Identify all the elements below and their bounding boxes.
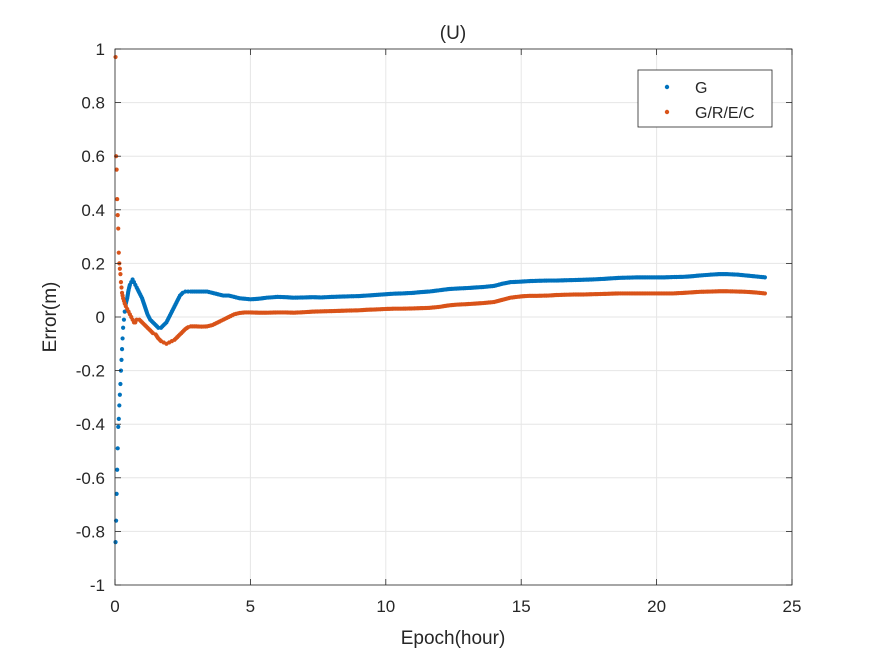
- y-tick-label: 1: [96, 40, 105, 59]
- data-point: [115, 213, 120, 218]
- data-point: [116, 226, 121, 231]
- x-tick-label: 10: [376, 597, 395, 616]
- data-point: [115, 196, 120, 202]
- data-point: [115, 446, 120, 451]
- data-point: [116, 250, 121, 255]
- data-point: [118, 381, 123, 387]
- y-tick-label: 0: [96, 308, 105, 327]
- y-tick-label: 0.2: [81, 254, 105, 273]
- data-point: [116, 424, 121, 429]
- y-tick-label: 0.6: [81, 147, 105, 166]
- data-point: [119, 285, 124, 290]
- data-point: [113, 540, 118, 545]
- series-grec: [113, 54, 768, 346]
- legend: G G/R/E/C: [637, 69, 773, 128]
- x-tick-label: 25: [783, 597, 802, 616]
- legend-label-grec: G/R/E/C: [695, 105, 755, 122]
- y-axis-label: Error(m): [40, 282, 61, 353]
- data-point: [114, 491, 119, 496]
- data-point: [113, 54, 118, 60]
- data-point: [117, 266, 122, 271]
- data-point: [762, 275, 768, 280]
- legend-label-g: G: [695, 80, 707, 97]
- data-point: [762, 291, 768, 296]
- y-tick-label: -0.6: [76, 469, 105, 488]
- data-point: [115, 467, 120, 472]
- data-point: [119, 357, 124, 362]
- y-tick-label: -1: [90, 576, 105, 595]
- data-point: [117, 392, 122, 397]
- grid-lines: [114, 48, 793, 586]
- legend-box: [637, 69, 773, 128]
- x-tick-label: 20: [647, 597, 666, 616]
- y-tick-label: 0.4: [81, 201, 105, 220]
- x-tick-label: 5: [246, 597, 255, 616]
- data-point: [118, 280, 124, 285]
- axis-ticks: 0 5 10 15 20 25 1 0.8 0.6 0.4 0.2 0 -0.2 -0.4 -0.6 -0.8…: [76, 40, 802, 616]
- legend-marker-grec: [664, 109, 670, 115]
- x-tick-label: 0: [110, 597, 119, 616]
- legend-marker-g: [664, 84, 670, 90]
- x-axis-label: Epoch(hour): [401, 628, 506, 649]
- y-tick-label: -0.2: [76, 362, 105, 381]
- data-point: [114, 167, 119, 172]
- data-point: [121, 325, 126, 330]
- series-layer: [113, 54, 768, 545]
- x-tick-label: 15: [512, 597, 531, 616]
- data-point: [120, 336, 125, 341]
- data-point: [119, 347, 125, 352]
- data-point: [121, 317, 127, 322]
- chart-title: (U): [440, 23, 466, 44]
- data-point: [116, 416, 121, 421]
- data-point: [122, 309, 127, 314]
- y-tick-label: 0.8: [81, 94, 105, 113]
- y-tick-label: -0.8: [76, 522, 105, 541]
- data-point: [118, 272, 123, 277]
- data-point: [117, 403, 122, 408]
- y-tick-label: -0.4: [76, 415, 105, 434]
